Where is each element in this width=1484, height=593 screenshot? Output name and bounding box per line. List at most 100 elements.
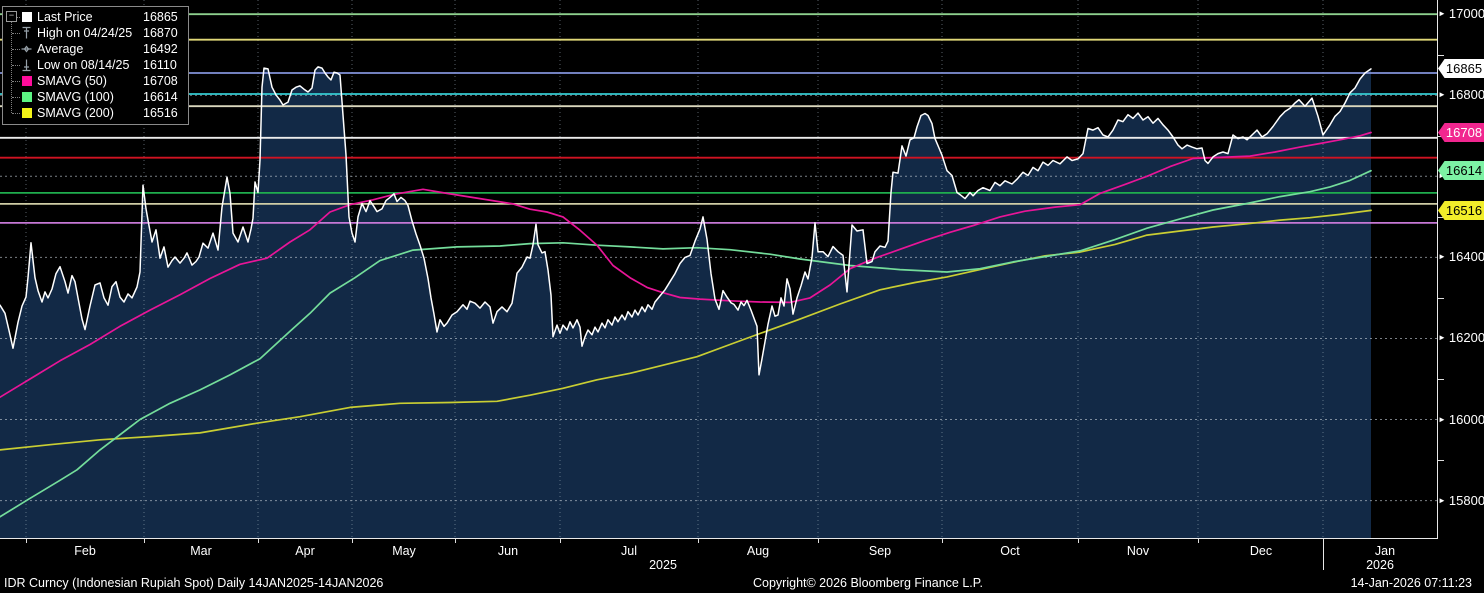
tick-arrow-icon: ► [1438, 90, 1446, 99]
legend-row-high-on-04-24-25[interactable]: High on 04/24/25 16870 [5, 25, 185, 41]
legend-tree-stub [12, 33, 20, 34]
month-tick [455, 539, 456, 543]
legend-tree-stub [12, 65, 20, 66]
y-axis-tick-label: ► 16400 [1438, 249, 1484, 264]
status-bar: IDR Curncy (Indonesian Rupiah Spot) Dail… [0, 573, 1484, 593]
legend-row-average[interactable]: Average 16492 [5, 41, 185, 57]
month-tick [258, 539, 259, 543]
price-badge-smavg-50[interactable]: 16708 [1438, 123, 1484, 142]
month-tick [26, 539, 27, 543]
y-axis-tick-label: ► 16000 [1438, 412, 1484, 427]
month-label-feb: Feb [74, 544, 96, 558]
series-line-smavg-200 [0, 209, 1372, 451]
month-tick [1198, 539, 1199, 543]
y-axis-minor-tick [1438, 460, 1444, 461]
price-badge-last-price[interactable]: 16865 [1438, 59, 1484, 78]
legend-item-label: SMAVG (200) [37, 106, 114, 120]
y-axis-minor-tick [1438, 379, 1444, 380]
legend-item-label: Last Price [37, 10, 93, 24]
swatch-fill [21, 108, 32, 118]
y-axis-minor-tick [1438, 217, 1444, 218]
legend-tree-gutter [5, 25, 21, 41]
legend-item-label: Low on 08/14/25 [37, 58, 130, 72]
tick-arrow-icon: ► [1438, 333, 1446, 342]
series-color-swatch [21, 75, 32, 88]
legend-item-value: 16492 [143, 42, 178, 56]
month-tick [942, 539, 943, 543]
month-tick [352, 539, 353, 543]
legend-item-value: 16110 [143, 58, 177, 72]
y-axis-tick-label: ► 16200 [1438, 330, 1484, 345]
month-tick [144, 539, 145, 543]
legend-item-label: High on 04/24/25 [37, 26, 133, 40]
month-tick [818, 539, 819, 543]
legend-tree-stub [12, 97, 20, 98]
low-icon [21, 59, 32, 72]
series-line-last-price [0, 66, 1372, 376]
x-axis-border [0, 538, 1438, 539]
legend-row-smavg-100[interactable]: SMAVG (100) 16614 [5, 89, 185, 105]
legend-tree-stub [12, 113, 20, 114]
month-label-apr: Apr [295, 544, 315, 558]
month-label-jun: Jun [497, 544, 519, 558]
price-chart-plot-area[interactable]: − Last Price 16865 High on 04/24/25 16870 Av… [0, 0, 1437, 538]
month-label-dec: Dec [1249, 544, 1273, 558]
month-label-nov: Nov [1126, 544, 1150, 558]
legend-collapse-icon[interactable]: − [6, 11, 17, 22]
legend-tree-gutter [5, 105, 21, 121]
legend-row-last-price[interactable]: Last Price 16865 [5, 9, 185, 25]
legend-item-label: SMAVG (100) [37, 90, 114, 104]
tick-arrow-icon: ► [1438, 415, 1446, 424]
chart-legend: − Last Price 16865 High on 04/24/25 16870 Av… [2, 6, 189, 125]
month-tick [698, 539, 699, 543]
legend-tree-line [11, 22, 12, 113]
year-label-2025: 2025 [649, 558, 677, 572]
high-icon [21, 26, 32, 40]
series-line-smavg-100 [0, 169, 1372, 518]
legend-row-low-on-08-14-25[interactable]: Low on 08/14/25 16110 [5, 57, 185, 73]
month-label-sep: Sep [868, 544, 892, 558]
legend-item-value: 16516 [143, 106, 178, 120]
legend-item-label: SMAVG (50) [37, 74, 107, 88]
legend-item-value: 16870 [143, 26, 178, 40]
x-axis[interactable]: Feb Mar Apr May Jun Jul Aug Sep Oct Nov Dec Jan 2025… [0, 538, 1484, 573]
copyright-notice: Copyright© 2026 Bloomberg Finance L.P. [753, 576, 983, 590]
series-color-swatch [21, 107, 32, 120]
legend-item-value: 16865 [143, 10, 178, 24]
y-axis-tick-label: ► 16800 [1438, 87, 1484, 102]
legend-tree-stub [12, 49, 20, 50]
month-tick [1078, 539, 1079, 543]
series-line-smavg-50 [0, 131, 1372, 399]
security-description: IDR Curncy (Indonesian Rupiah Spot) Dail… [4, 576, 384, 590]
legend-tree-gutter [5, 89, 21, 105]
month-label-mar: Mar [190, 544, 212, 558]
month-label-may: May [392, 544, 416, 558]
y-axis[interactable]: ►17000►16800►16600►16400►16200►16000►158… [1437, 0, 1484, 538]
month-label-jan: Jan [1374, 544, 1396, 558]
price-badge-smavg-100[interactable]: 16614 [1438, 161, 1484, 180]
chart-canvas[interactable] [0, 0, 1437, 538]
legend-tree-gutter [5, 41, 21, 57]
series-color-swatch [21, 11, 32, 24]
timestamp: 14-Jan-2026 07:11:23 [1350, 576, 1472, 590]
legend-tree-gutter [5, 57, 21, 73]
price-badge-smavg-200[interactable]: 16516 [1438, 201, 1484, 220]
year-separator-line [1323, 539, 1324, 570]
swatch-fill [21, 12, 32, 22]
series-color-swatch [21, 91, 32, 104]
legend-item-value: 16708 [143, 74, 178, 88]
month-label-aug: Aug [746, 544, 770, 558]
tick-arrow-icon: ► [1438, 496, 1446, 505]
tick-arrow-icon: ► [1438, 9, 1446, 18]
legend-row-smavg-50[interactable]: SMAVG (50) 16708 [5, 73, 185, 89]
legend-row-smavg-200[interactable]: SMAVG (200) 16516 [5, 105, 185, 121]
month-label-jul: Jul [621, 544, 637, 558]
y-axis-tick-label: ► 17000 [1438, 6, 1484, 21]
legend-tree-stub [12, 81, 20, 82]
legend-tree-gutter [5, 73, 21, 89]
year-label-2026: 2026 [1366, 558, 1394, 572]
y-axis-minor-tick [1438, 298, 1444, 299]
legend-item-value: 16614 [143, 90, 178, 104]
tick-arrow-icon: ► [1438, 252, 1446, 261]
